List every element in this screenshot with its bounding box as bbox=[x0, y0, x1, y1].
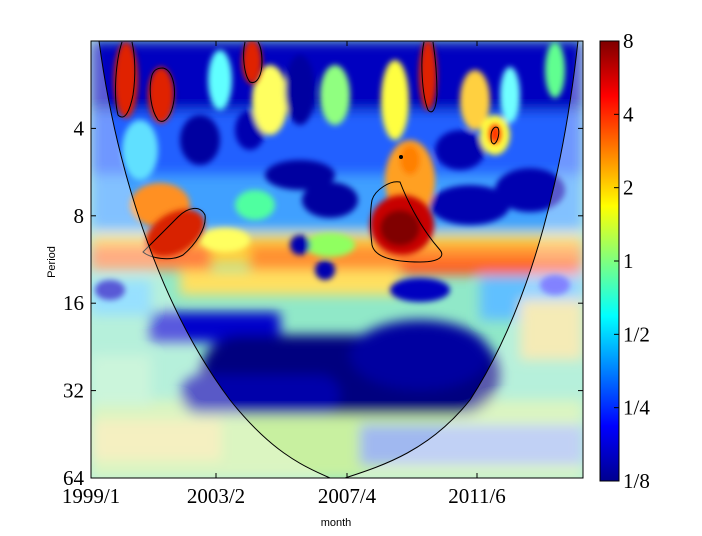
contour-5 bbox=[490, 126, 500, 145]
plot-frame bbox=[90, 40, 584, 479]
x-tick-label: 1999/1 bbox=[62, 484, 120, 508]
colorbar-ticks: 8 4 2 1 1/2 1/4 1/8 bbox=[614, 29, 650, 493]
colorbar-tick-label: 1/8 bbox=[623, 469, 650, 493]
colorbar-tick-label: 1 bbox=[623, 249, 634, 273]
x-tick-label: 2011/6 bbox=[448, 484, 506, 508]
colorbar: 8 4 2 1 1/2 1/4 1/8 bbox=[599, 29, 650, 493]
contour-7 bbox=[370, 181, 443, 263]
y-axis-label: Period bbox=[46, 246, 58, 278]
coi-shade-right bbox=[345, 41, 583, 478]
x-axis: 1999/1 2003/2 2007/4 2011/6 bbox=[62, 41, 506, 508]
colorbar-tick-label: 8 bbox=[623, 29, 634, 53]
significance-contours bbox=[114, 41, 500, 263]
y-axis: 4 8 16 32 64 bbox=[63, 116, 583, 490]
contour-4 bbox=[421, 41, 438, 113]
coi-shade-left bbox=[91, 41, 330, 478]
x-axis-label: month bbox=[321, 517, 352, 529]
wavelet-power-heatmap bbox=[91, 41, 583, 478]
x-tick-label: 2007/4 bbox=[318, 484, 377, 508]
y-tick-label: 8 bbox=[74, 204, 85, 228]
contour-1 bbox=[114, 41, 136, 118]
contour-2 bbox=[149, 67, 175, 122]
x-tick-label: 2003/2 bbox=[187, 484, 245, 508]
contour-6 bbox=[142, 208, 206, 260]
y-tick-label: 64 bbox=[63, 466, 85, 490]
contour-3 bbox=[243, 41, 263, 84]
colorbar-tick-label: 2 bbox=[623, 176, 634, 200]
colorbar-tick-label: 1/4 bbox=[623, 396, 650, 420]
contour-8 bbox=[399, 155, 403, 159]
y-tick-label: 32 bbox=[63, 379, 84, 403]
cone-of-influence bbox=[98, 41, 579, 478]
colorbar-tick-label: 4 bbox=[623, 102, 634, 126]
y-tick-label: 16 bbox=[63, 291, 84, 315]
y-tick-label: 4 bbox=[74, 116, 85, 140]
colorbar-tick-label: 1/2 bbox=[623, 322, 650, 346]
